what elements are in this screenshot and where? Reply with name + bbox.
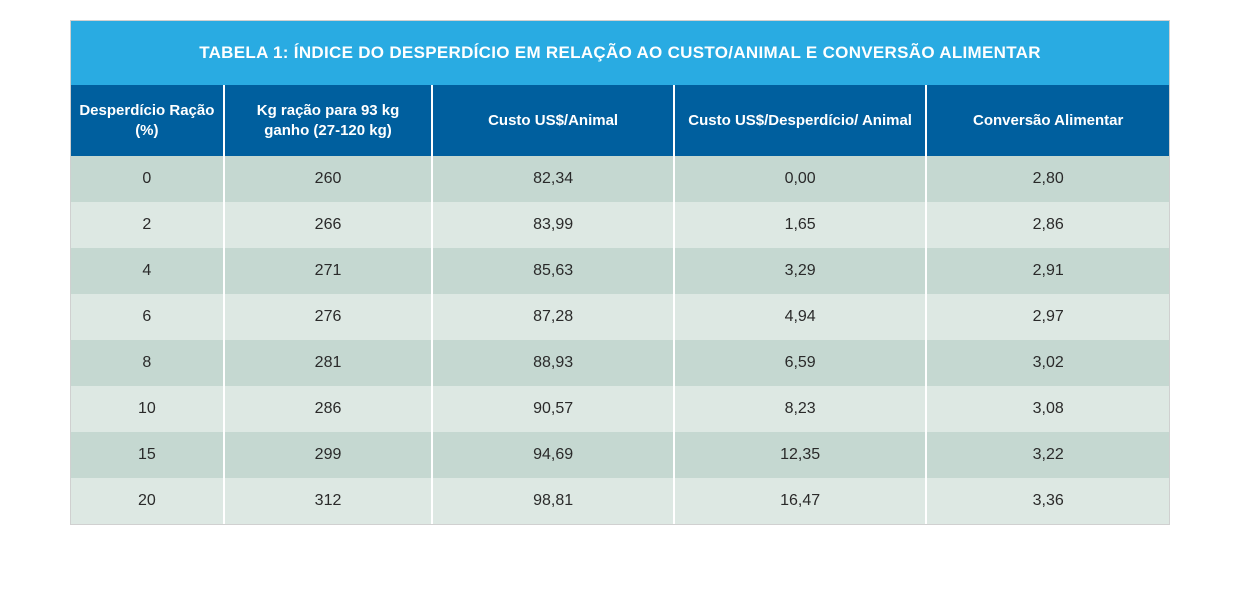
column-header: Kg ração para 93 kg ganho (27-120 kg)	[225, 85, 434, 156]
table-cell: 2,86	[927, 202, 1169, 248]
table-cell: 2,91	[927, 248, 1169, 294]
table-cell: 3,36	[927, 478, 1169, 524]
table-cell: 0,00	[675, 156, 928, 202]
table-cell: 3,29	[675, 248, 928, 294]
data-table: TABELA 1: ÍNDICE DO DESPERDÍCIO EM RELAÇ…	[70, 20, 1170, 525]
table-row: 6 276 87,28 4,94 2,97	[71, 294, 1169, 340]
table-cell: 312	[225, 478, 434, 524]
table-cell: 286	[225, 386, 434, 432]
table-cell: 4	[71, 248, 225, 294]
table-row: 8 281 88,93 6,59 3,02	[71, 340, 1169, 386]
table-row: 4 271 85,63 3,29 2,91	[71, 248, 1169, 294]
table-cell: 2	[71, 202, 225, 248]
table-cell: 85,63	[433, 248, 675, 294]
column-header: Custo US$/Animal	[433, 85, 675, 156]
table-cell: 4,94	[675, 294, 928, 340]
table-cell: 87,28	[433, 294, 675, 340]
table-cell: 12,35	[675, 432, 928, 478]
table-cell: 8,23	[675, 386, 928, 432]
table-cell: 0	[71, 156, 225, 202]
table-cell: 260	[225, 156, 434, 202]
table-row: 2 266 83,99 1,65 2,86	[71, 202, 1169, 248]
table-cell: 16,47	[675, 478, 928, 524]
table-cell: 281	[225, 340, 434, 386]
table-row: 15 299 94,69 12,35 3,22	[71, 432, 1169, 478]
table-row: 0 260 82,34 0,00 2,80	[71, 156, 1169, 202]
table-cell: 3,02	[927, 340, 1169, 386]
table-cell: 3,22	[927, 432, 1169, 478]
table-row: 10 286 90,57 8,23 3,08	[71, 386, 1169, 432]
column-header: Desperdício Ração (%)	[71, 85, 225, 156]
table-title: TABELA 1: ÍNDICE DO DESPERDÍCIO EM RELAÇ…	[71, 21, 1169, 85]
column-header: Custo US$/Desperdício/ Animal	[675, 85, 928, 156]
table-cell: 8	[71, 340, 225, 386]
table-header-row: Desperdício Ração (%) Kg ração para 93 k…	[71, 85, 1169, 156]
table-cell: 82,34	[433, 156, 675, 202]
table-cell: 88,93	[433, 340, 675, 386]
table-row: 20 312 98,81 16,47 3,36	[71, 478, 1169, 524]
table-cell: 271	[225, 248, 434, 294]
table-cell: 3,08	[927, 386, 1169, 432]
table-cell: 2,97	[927, 294, 1169, 340]
table-cell: 98,81	[433, 478, 675, 524]
table-cell: 1,65	[675, 202, 928, 248]
table-cell: 276	[225, 294, 434, 340]
table-cell: 299	[225, 432, 434, 478]
column-header: Conversão Alimentar	[927, 85, 1169, 156]
table-cell: 90,57	[433, 386, 675, 432]
table-cell: 20	[71, 478, 225, 524]
table-cell: 2,80	[927, 156, 1169, 202]
table-cell: 266	[225, 202, 434, 248]
table-cell: 15	[71, 432, 225, 478]
table-cell: 83,99	[433, 202, 675, 248]
table-cell: 94,69	[433, 432, 675, 478]
table-cell: 6,59	[675, 340, 928, 386]
table-cell: 6	[71, 294, 225, 340]
table-cell: 10	[71, 386, 225, 432]
